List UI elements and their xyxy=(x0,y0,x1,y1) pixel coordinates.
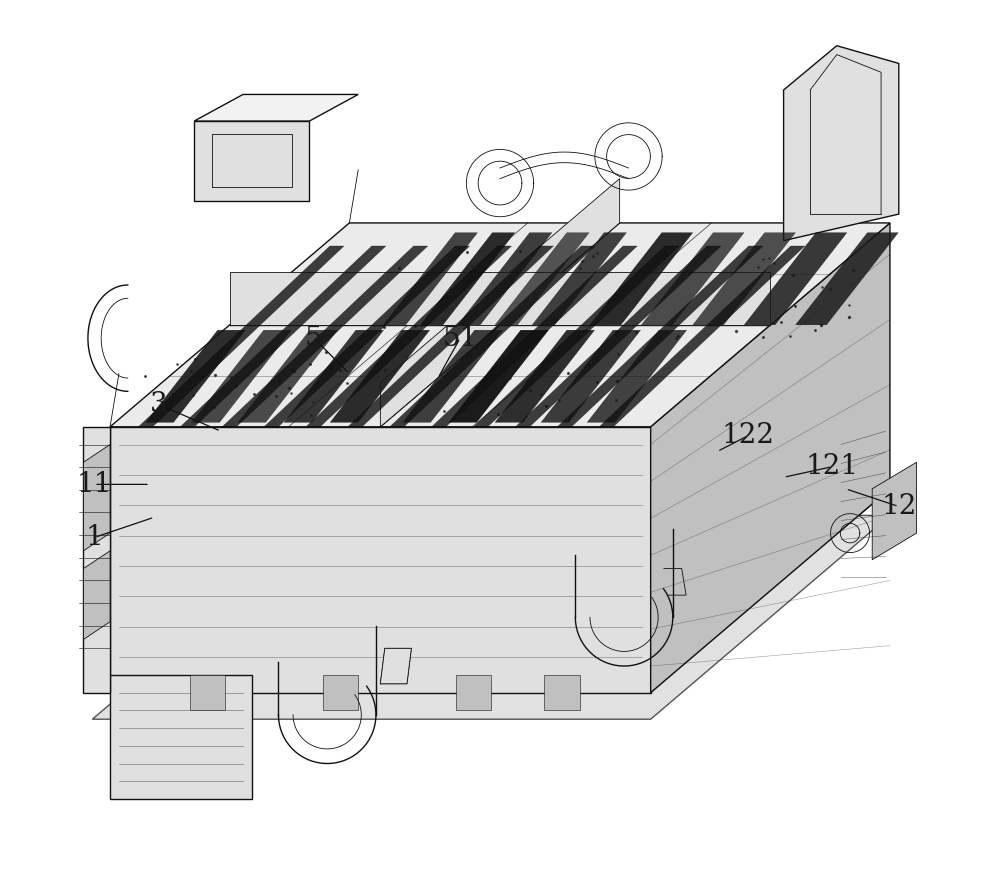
Text: 3: 3 xyxy=(150,391,168,418)
Polygon shape xyxy=(230,272,770,324)
Text: 11: 11 xyxy=(76,471,112,498)
Polygon shape xyxy=(495,330,594,422)
Polygon shape xyxy=(306,246,512,427)
Polygon shape xyxy=(323,675,358,710)
Polygon shape xyxy=(587,330,687,422)
Polygon shape xyxy=(796,233,898,324)
Polygon shape xyxy=(110,489,890,693)
Polygon shape xyxy=(222,246,428,427)
Polygon shape xyxy=(190,675,225,710)
Polygon shape xyxy=(403,330,502,422)
Polygon shape xyxy=(541,330,641,422)
Polygon shape xyxy=(194,94,358,121)
Polygon shape xyxy=(744,233,847,324)
Polygon shape xyxy=(532,233,626,324)
Polygon shape xyxy=(641,233,744,324)
Polygon shape xyxy=(110,223,890,427)
Polygon shape xyxy=(651,223,890,693)
Polygon shape xyxy=(544,675,580,710)
Polygon shape xyxy=(784,45,899,241)
Polygon shape xyxy=(238,330,337,422)
Polygon shape xyxy=(449,330,548,422)
Polygon shape xyxy=(432,246,637,427)
Polygon shape xyxy=(421,233,515,324)
Polygon shape xyxy=(83,551,110,639)
Polygon shape xyxy=(180,246,386,427)
Polygon shape xyxy=(456,675,491,710)
Polygon shape xyxy=(380,179,620,427)
Polygon shape xyxy=(383,233,477,324)
Text: 122: 122 xyxy=(722,422,775,449)
Polygon shape xyxy=(380,648,411,684)
Polygon shape xyxy=(557,246,763,427)
Polygon shape xyxy=(872,462,917,560)
Text: 12: 12 xyxy=(881,493,916,520)
Text: 121: 121 xyxy=(806,453,859,480)
Polygon shape xyxy=(458,233,552,324)
Text: 5: 5 xyxy=(305,324,323,352)
Polygon shape xyxy=(83,427,110,693)
Polygon shape xyxy=(495,233,589,324)
Polygon shape xyxy=(693,233,795,324)
Polygon shape xyxy=(264,246,470,427)
Polygon shape xyxy=(192,330,291,422)
Polygon shape xyxy=(474,246,679,427)
Polygon shape xyxy=(110,675,252,799)
Polygon shape xyxy=(284,330,384,422)
Polygon shape xyxy=(330,330,430,422)
Polygon shape xyxy=(138,246,344,427)
Polygon shape xyxy=(599,246,805,427)
Polygon shape xyxy=(146,330,245,422)
Polygon shape xyxy=(348,246,553,427)
Polygon shape xyxy=(110,427,651,693)
Polygon shape xyxy=(194,121,309,201)
Polygon shape xyxy=(515,246,721,427)
Text: 1: 1 xyxy=(85,524,103,551)
Text: 51: 51 xyxy=(442,324,478,352)
Polygon shape xyxy=(390,246,595,427)
Polygon shape xyxy=(92,516,890,719)
Polygon shape xyxy=(83,444,110,551)
Polygon shape xyxy=(590,233,693,324)
